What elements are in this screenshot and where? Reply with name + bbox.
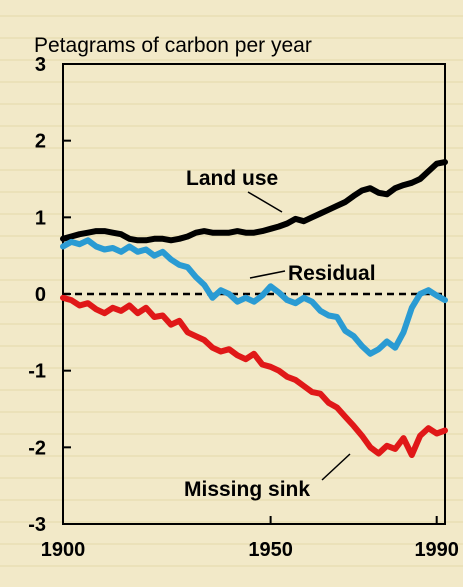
y-axis-title: Petagrams of carbon per year (34, 34, 312, 57)
x-tick-label: 1900 (41, 539, 86, 561)
missing-sink-series-line (60, 294, 448, 458)
residual-series-line (60, 237, 448, 357)
residual-label: Residual (288, 262, 376, 285)
residual-pointer (249, 270, 286, 279)
y-tick-label: 2 (35, 131, 46, 153)
missing-sink-label: Missing sink (184, 478, 310, 501)
y-tick-label: -2 (28, 437, 46, 459)
missing-sink-pointer (321, 453, 351, 481)
y-tick-label: 1 (35, 207, 46, 229)
y-tick-label: 0 (35, 284, 46, 306)
y-tick-label: 3 (35, 54, 46, 76)
x-tick-label: 1950 (248, 539, 293, 561)
land-use-pointer (247, 191, 283, 213)
y-tick-label: -3 (28, 514, 46, 536)
series-annotations: Land use Residual Missing sink (184, 167, 376, 501)
x-tick-label: 1990 (414, 539, 459, 561)
y-tick-label: -1 (28, 361, 46, 383)
y-axis-ticks: 3 2 1 0 -1 -2 -3 (28, 54, 71, 536)
land-use-label: Land use (186, 167, 278, 190)
x-axis-ticks: 1900 1950 1990 (41, 516, 459, 561)
series-layer (60, 159, 448, 458)
land-use-series-line (60, 159, 448, 244)
